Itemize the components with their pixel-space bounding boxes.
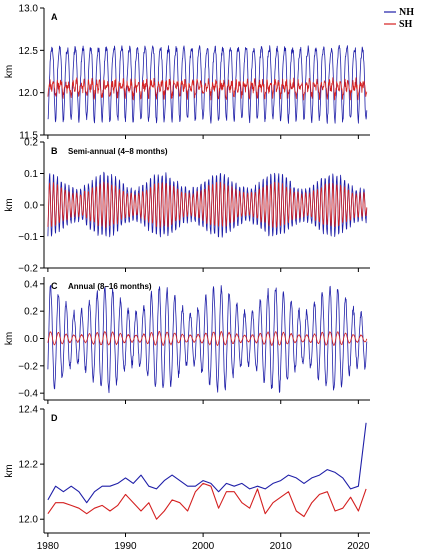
y-tick-label: 12.0 bbox=[19, 88, 39, 99]
panel-a: 11.5 12.0 12.5 13.0 km A bbox=[4, 4, 370, 142]
panel-label: A bbox=[51, 12, 58, 22]
series-line-nh bbox=[47, 44, 368, 124]
x-tick-label: 2010 bbox=[270, 541, 293, 550]
x-tick-label: 2000 bbox=[192, 541, 215, 550]
x-tick-label: 2020 bbox=[347, 541, 370, 550]
panel-label: C bbox=[51, 281, 58, 291]
y-axis-label: km bbox=[4, 198, 15, 211]
panel-b: −0.2 −0.1 0.0 0.1 0.2 km B Semi-annual (4–8 mon… bbox=[4, 138, 370, 275]
panels: 11.5 12.0 12.5 13.0 km A −0.2 −0.1 0.0 0.1 0.2 km B S… bbox=[4, 4, 370, 550]
series-line-nh bbox=[47, 171, 368, 238]
x-tick-label: 1980 bbox=[37, 541, 60, 550]
panel-d: 12.0 12.2 12.4 1980 1990 2000 2010 2020 km D bbox=[4, 405, 370, 550]
series-line-sh bbox=[47, 331, 368, 346]
series-line-sh bbox=[47, 77, 368, 101]
y-axis-label: km bbox=[4, 464, 15, 477]
x-tick-label: 1990 bbox=[114, 541, 137, 550]
y-axis-label: km bbox=[4, 65, 15, 78]
series-line-sh bbox=[47, 181, 368, 229]
panel-label: B bbox=[51, 146, 58, 156]
y-tick-label: 0.4 bbox=[24, 279, 38, 290]
y-tick-label: −0.1 bbox=[18, 232, 38, 243]
series-line-nh bbox=[47, 285, 368, 394]
panel-title: Semi-annual (4–8 months) bbox=[68, 147, 168, 156]
y-tick-label: 0.2 bbox=[24, 307, 38, 318]
y-tick-label: 12.2 bbox=[19, 460, 39, 471]
y-axis-label: km bbox=[4, 332, 15, 345]
y-tick-label: 11.5 bbox=[19, 131, 38, 142]
series-line-sh bbox=[47, 482, 367, 520]
series-line-nh bbox=[47, 422, 367, 504]
legend-label-nh: NH bbox=[399, 7, 414, 18]
y-tick-label: −0.4 bbox=[18, 389, 38, 400]
legend-label-sh: SH bbox=[399, 19, 413, 30]
panel-c: −0.4 −0.2 0.0 0.2 0.4 km C Annual (8–16 months) bbox=[4, 277, 370, 404]
y-tick-label: 12.4 bbox=[19, 405, 39, 416]
y-tick-label: −0.2 bbox=[18, 361, 38, 372]
y-tick-label: −0.2 bbox=[18, 264, 38, 275]
y-tick-label: 0.0 bbox=[24, 201, 38, 212]
panel-title: Annual (8–16 months) bbox=[68, 282, 152, 291]
y-tick-label: 12.0 bbox=[19, 515, 39, 526]
y-tick-label: 0.2 bbox=[24, 138, 38, 149]
y-tick-label: 13.0 bbox=[19, 4, 39, 15]
y-tick-label: 0.1 bbox=[24, 169, 38, 180]
legend: NH SH bbox=[384, 7, 414, 30]
y-tick-label: 0.0 bbox=[24, 334, 38, 345]
panel-label: D bbox=[51, 413, 58, 423]
y-tick-label: 12.5 bbox=[19, 46, 39, 57]
